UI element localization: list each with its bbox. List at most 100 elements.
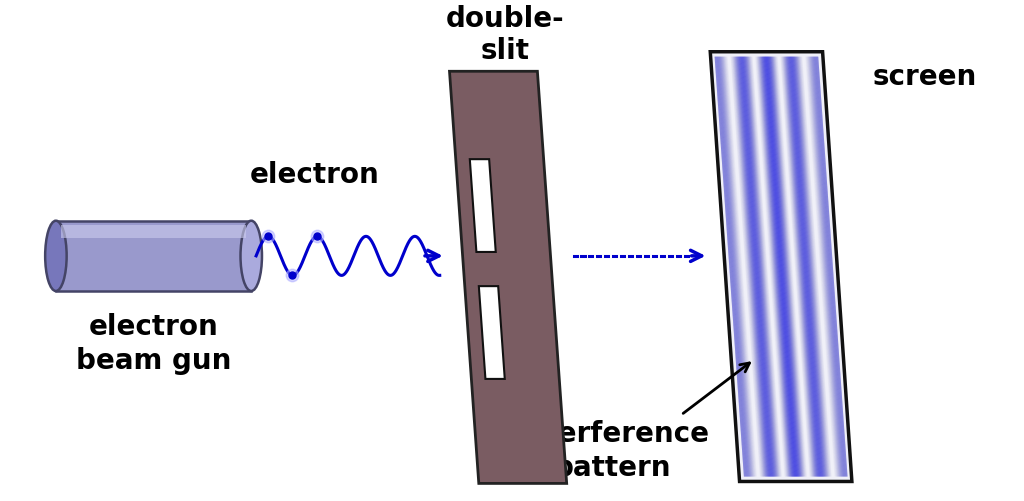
Polygon shape [745, 58, 774, 476]
Polygon shape [815, 58, 845, 476]
Polygon shape [786, 58, 816, 476]
Polygon shape [799, 58, 828, 476]
Polygon shape [781, 58, 811, 476]
Polygon shape [781, 58, 811, 476]
Polygon shape [758, 58, 787, 476]
Polygon shape [769, 58, 799, 476]
Polygon shape [761, 58, 791, 476]
Polygon shape [740, 58, 770, 476]
Polygon shape [812, 58, 842, 476]
Polygon shape [807, 58, 837, 476]
Polygon shape [785, 58, 815, 476]
Polygon shape [806, 58, 836, 476]
Polygon shape [735, 58, 765, 476]
Polygon shape [790, 58, 819, 476]
Polygon shape [721, 58, 751, 476]
Polygon shape [722, 58, 752, 476]
Polygon shape [808, 58, 838, 476]
Polygon shape [717, 58, 746, 476]
Polygon shape [783, 58, 813, 476]
Polygon shape [768, 58, 798, 476]
Polygon shape [738, 58, 768, 476]
Polygon shape [807, 58, 837, 476]
Polygon shape [815, 58, 845, 476]
Polygon shape [759, 58, 788, 476]
Polygon shape [786, 58, 816, 476]
Polygon shape [741, 58, 771, 476]
Polygon shape [787, 58, 817, 476]
Polygon shape [773, 58, 803, 476]
Polygon shape [751, 58, 780, 476]
Polygon shape [735, 58, 765, 476]
Polygon shape [723, 58, 753, 476]
Polygon shape [791, 58, 820, 476]
Polygon shape [711, 53, 852, 481]
Polygon shape [765, 58, 795, 476]
Polygon shape [775, 58, 805, 476]
Polygon shape [744, 58, 774, 476]
Polygon shape [784, 58, 814, 476]
Polygon shape [782, 58, 812, 476]
Polygon shape [731, 58, 761, 476]
Polygon shape [813, 58, 843, 476]
Polygon shape [811, 58, 841, 476]
Polygon shape [790, 58, 819, 476]
Polygon shape [757, 58, 786, 476]
Polygon shape [763, 58, 793, 476]
Polygon shape [740, 58, 770, 476]
Polygon shape [736, 58, 766, 476]
Polygon shape [722, 58, 752, 476]
Polygon shape [723, 58, 753, 476]
Polygon shape [793, 58, 822, 476]
Polygon shape [760, 58, 790, 476]
Ellipse shape [241, 221, 262, 292]
Polygon shape [750, 58, 779, 476]
Polygon shape [793, 58, 822, 476]
Polygon shape [771, 58, 800, 476]
Polygon shape [792, 58, 821, 476]
Polygon shape [783, 58, 813, 476]
Polygon shape [817, 58, 847, 476]
Polygon shape [751, 58, 780, 476]
Polygon shape [784, 58, 814, 476]
Polygon shape [724, 58, 754, 476]
Polygon shape [800, 58, 828, 476]
Polygon shape [788, 58, 818, 476]
Polygon shape [726, 58, 756, 476]
Polygon shape [773, 58, 803, 476]
Polygon shape [764, 58, 794, 476]
Polygon shape [763, 58, 793, 476]
Polygon shape [785, 58, 815, 476]
Polygon shape [731, 58, 761, 476]
Polygon shape [735, 58, 765, 476]
Polygon shape [752, 58, 781, 476]
Polygon shape [734, 58, 764, 476]
Polygon shape [726, 58, 756, 476]
Polygon shape [760, 58, 790, 476]
Polygon shape [718, 58, 746, 476]
Polygon shape [777, 58, 807, 476]
Polygon shape [794, 58, 823, 476]
Polygon shape [770, 58, 800, 476]
Polygon shape [733, 58, 763, 476]
Polygon shape [801, 58, 830, 476]
Polygon shape [732, 58, 762, 476]
Polygon shape [765, 58, 795, 476]
Polygon shape [715, 58, 744, 476]
Polygon shape [801, 58, 829, 476]
Polygon shape [742, 58, 772, 476]
Polygon shape [802, 58, 830, 476]
Text: electron: electron [250, 160, 380, 188]
Polygon shape [815, 58, 845, 476]
FancyBboxPatch shape [60, 225, 247, 239]
Polygon shape [722, 58, 752, 476]
Polygon shape [816, 58, 846, 476]
Polygon shape [718, 58, 748, 476]
Polygon shape [761, 58, 791, 476]
Polygon shape [750, 58, 779, 476]
Polygon shape [763, 58, 793, 476]
Polygon shape [797, 58, 826, 476]
Polygon shape [766, 58, 796, 476]
Polygon shape [720, 58, 750, 476]
Polygon shape [774, 58, 803, 476]
